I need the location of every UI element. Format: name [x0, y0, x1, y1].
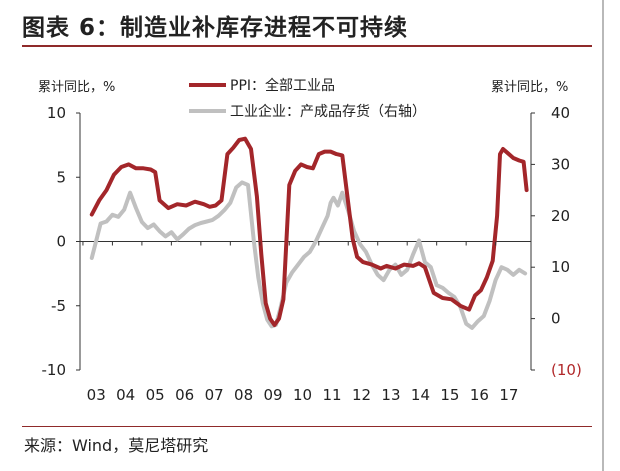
legend-label-inventory: 工业企业：产成品存货（右轴） [230, 103, 426, 120]
y-left-tick-label: 10 [47, 104, 66, 122]
x-tick-label: 12 [352, 386, 371, 404]
y-right-tick-label: 20 [551, 207, 570, 225]
source-note: 来源：Wind，莫尼塔研究 [24, 436, 209, 455]
inventory-series-line [89, 180, 528, 330]
x-tick-label: 13 [381, 386, 400, 404]
y-right-tick-label: 0 [551, 310, 561, 328]
y-left-tick-label: -10 [42, 361, 67, 379]
y-left-tick-label: 5 [56, 168, 66, 186]
footer-divider [22, 426, 592, 427]
x-tick-label: 05 [146, 386, 165, 404]
x-tick-label: 06 [175, 386, 194, 404]
x-tick-label: 03 [87, 386, 106, 404]
y-right-tick-label: 30 [551, 155, 570, 173]
y-right-tick-label: 40 [551, 104, 570, 122]
x-tick-label: 04 [116, 386, 135, 404]
y-right-tick-label: 10 [551, 258, 570, 276]
x-tick-label: 14 [411, 386, 430, 404]
x-tick-label: 17 [499, 386, 518, 404]
x-tick-label: 16 [470, 386, 489, 404]
x-tick-label: 15 [440, 386, 459, 404]
x-tick-label: 10 [293, 386, 312, 404]
y-axis-label-right: 累计同比，% [491, 80, 568, 95]
y-left-tick-label: -5 [51, 297, 66, 315]
y-left-tick-label: 0 [56, 233, 66, 251]
ppi-series-line [89, 136, 529, 327]
chart-title: 图表 6：制造业补库存进程不可持续 [22, 15, 409, 41]
x-tick-label: 11 [322, 386, 341, 404]
frame-border [602, 0, 604, 471]
y-axis-label-left: 累计同比，% [38, 80, 115, 95]
legend-label-ppi: PPI：全部工业品 [230, 77, 335, 94]
x-tick-label: 07 [205, 386, 224, 404]
x-tick-label: 09 [264, 386, 283, 404]
title-divider [22, 45, 592, 47]
x-tick-label: 08 [234, 386, 253, 404]
y-right-tick-label: (10) [551, 361, 582, 379]
